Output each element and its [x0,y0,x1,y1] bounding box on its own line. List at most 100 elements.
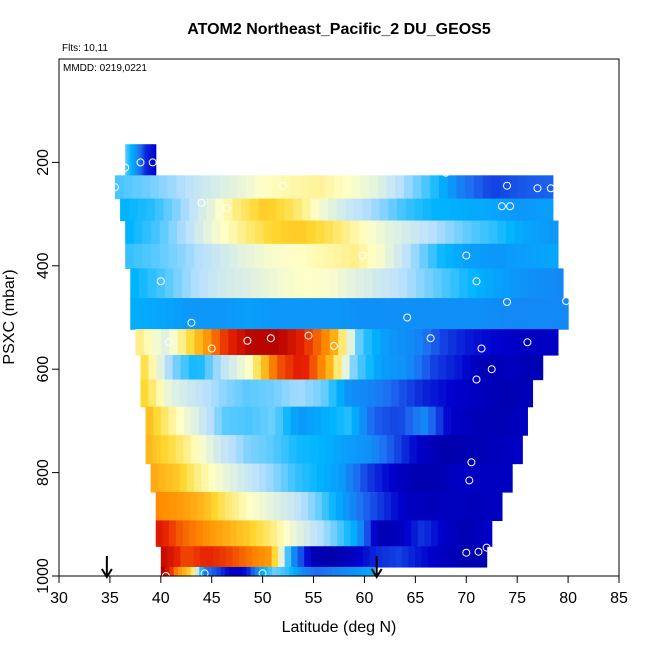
heatmap-cell [397,354,407,381]
heatmap-cell [430,175,440,200]
heatmap-cell [222,463,231,493]
heatmap-cell [481,329,491,356]
heatmap-cell [410,463,419,493]
heatmap-cell [128,144,131,176]
heatmap-cell [478,354,487,381]
heatmap-cell [250,566,256,577]
heatmap-cell [423,198,433,222]
heatmap-cell [388,329,398,356]
heatmap-cell [474,175,484,200]
heatmap-cell [177,566,183,577]
heatmap-cell [356,546,364,568]
heatmap-cell [193,546,201,568]
heatmap-cell [342,491,351,522]
observation-point [197,198,206,207]
heatmap-cell [144,144,146,176]
heatmap-cell [375,379,385,408]
heatmap-cell [456,329,466,356]
heatmap-cell [411,520,419,547]
heatmap-cell [162,491,171,522]
heatmap-cell [507,435,516,465]
heatmap-cell [336,198,346,222]
heatmap-cell [325,354,335,381]
heatmap-cell [509,198,519,222]
heatmap-cell [453,491,461,522]
heatmap-cell [127,144,129,176]
heatmap-cell [138,144,140,176]
observation-point [506,202,515,211]
heatmap-cell [318,435,327,465]
heatmap-cell [480,220,490,245]
heatmap-cell [403,463,412,493]
heatmap-cell [130,268,140,299]
observation-point [279,181,287,190]
heatmap-cell [270,298,280,330]
heatmap-cell [380,329,390,356]
heatmap-cell [451,406,460,436]
observation-point [477,344,486,353]
heatmap-cell [278,546,286,568]
heatmap-cell [180,354,190,381]
heatmap-cell [405,198,415,222]
heatmap-cell [480,298,490,330]
heatmap-cell [305,379,314,408]
heatmap-cell [177,243,187,269]
flight-arrow-head [101,568,113,579]
heatmap-cell [428,220,438,245]
heatmap-cell [493,268,504,299]
heatmap-cell [324,463,332,493]
heatmap-cell [137,198,147,222]
heatmap-cell [393,243,403,269]
heatmap-cell [348,435,358,465]
heatmap-cell [200,298,210,330]
heatmap-cell [172,463,181,493]
heatmap-cell [466,198,476,222]
heatmap-cell [428,243,438,269]
observation-point [207,344,216,353]
heatmap-cell [165,463,173,493]
heatmap-cell [384,243,395,269]
heatmap-cell [261,298,271,330]
heatmap-cell [217,298,228,330]
heatmap-cell [176,491,185,522]
observation-point [148,158,157,167]
heatmap-cell [330,546,338,568]
heatmap-cell [435,406,444,436]
heatmap-cell [331,298,342,330]
heatmap-cell [381,354,391,381]
heatmap-cell [454,298,464,330]
heatmap-cell [187,379,196,408]
heatmap-cell [272,220,282,245]
heatmap-cell [505,243,516,269]
heatmap-cell [284,546,292,568]
heatmap-cell [477,435,486,465]
heatmap-cell [494,354,504,381]
heatmap-cell [407,268,417,299]
heatmap-cell [390,520,399,547]
heatmap-cell [381,463,390,493]
heatmap-cell [549,329,559,356]
heatmap-cell [524,298,534,330]
heatmap-cell [441,546,449,568]
heatmap-cell [245,329,255,356]
heatmap-cell [425,463,434,493]
heatmap-cell [182,566,188,577]
heatmap-cell [205,435,214,465]
heatmap-cell [289,220,299,245]
heatmap-cell [428,406,437,436]
heatmap-cell [150,144,153,176]
heatmap-cell [467,546,475,568]
observation-point [503,298,511,306]
heatmap-cell [370,520,379,547]
heatmap-cell [462,243,472,269]
observation-point [358,251,367,260]
heatmap-cell [237,406,246,436]
heatmap-cell [410,243,421,269]
heatmap-cell [233,566,239,577]
heatmap-cell [303,520,311,547]
heatmap-cell [469,379,479,408]
heatmap-cell [209,520,217,547]
heatmap-cell [419,243,429,269]
heatmap-cell [304,546,312,568]
heatmap-cell [242,566,247,577]
